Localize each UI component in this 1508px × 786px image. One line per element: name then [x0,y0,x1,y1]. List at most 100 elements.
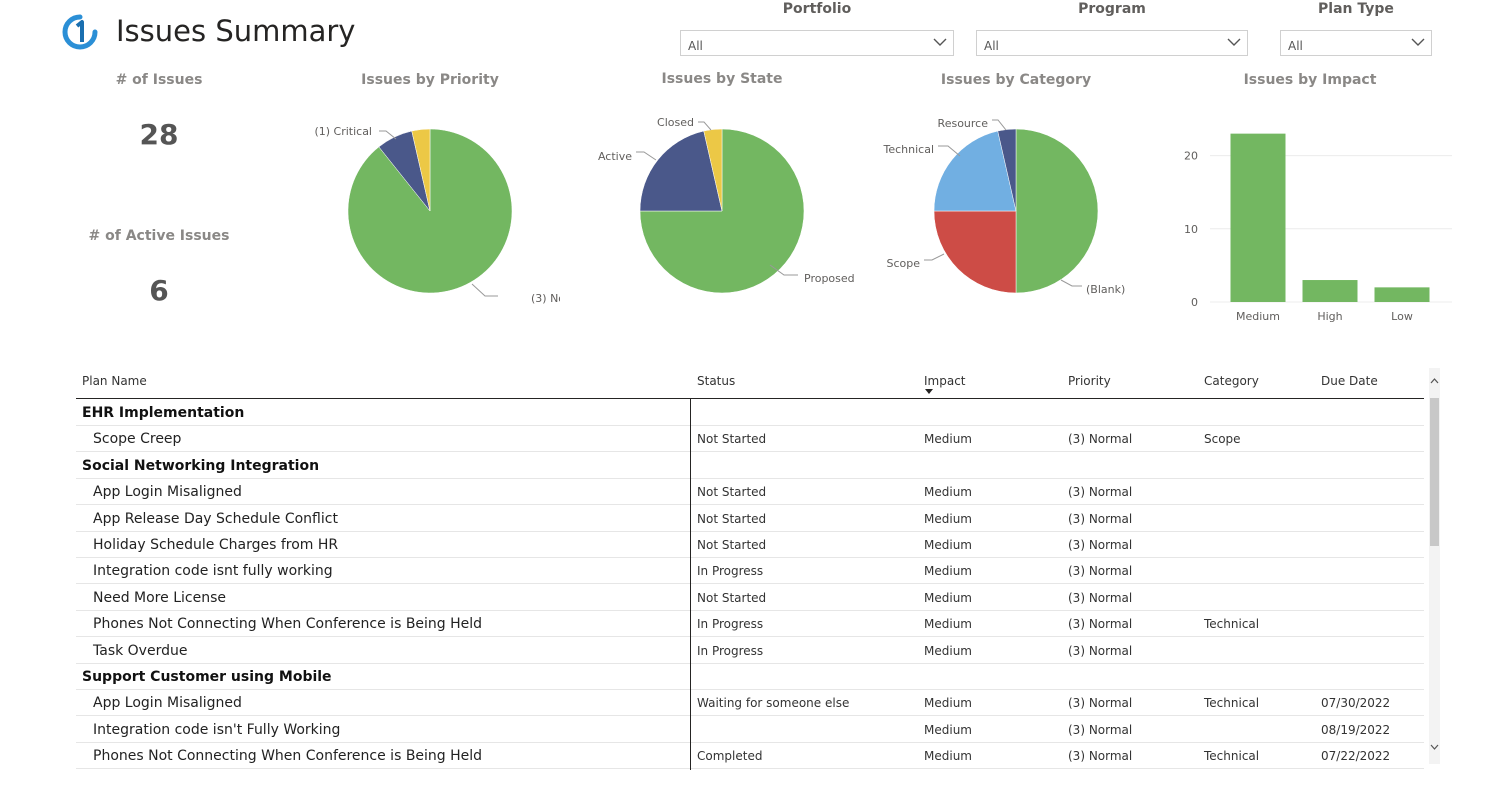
status-cell: Not Started [697,538,767,552]
table-row[interactable]: Scope Creep Not Started Medium (3) Normal Sc… [76,426,1424,453]
pie-slice[interactable] [639,130,723,212]
bar[interactable] [1302,280,1358,302]
pie-slice[interactable] [703,128,723,212]
priority-cell: (3) Normal [1068,564,1133,579]
plan-name-cell: Integration code isnt fully working [93,563,333,580]
plan-name-cell: App Login Misaligned [93,695,242,712]
table-row[interactable]: App Login Misaligned Waiting for someone … [76,690,1424,717]
leader-line [636,151,657,161]
table-group-row[interactable]: Support Customer using Mobile [76,664,1424,690]
category-cell: Scope [1204,432,1241,447]
col-header-priority[interactable]: Priority [1068,374,1111,388]
impact-cell: Medium [924,722,972,737]
priority-cell: (3) Normal [1068,617,1133,632]
impact-cell: Medium [924,617,972,632]
group-name: EHR Implementation [82,405,245,421]
category-pie-chart[interactable]: (Blank) Scope Technical Resource [876,100,1146,320]
program-dropdown[interactable]: All [976,30,1248,56]
leader-line [698,121,712,131]
pie-slice[interactable] [639,128,805,294]
due-cell: 07/22/2022 [1321,749,1391,764]
plan-name-cell: Scope Creep [93,431,182,448]
table-row[interactable]: Integration code isn't Fully Working Medi… [76,717,1424,743]
leader-line [1060,279,1082,287]
table-row[interactable]: App Release Day Schedule Conflict Not Sta… [76,506,1424,532]
slice-label: Resource [938,117,989,130]
pie-slice[interactable] [933,210,1017,294]
table-row[interactable]: Integration code isnt fully working In Pr… [76,558,1424,585]
table-row[interactable]: Phones Not Connecting When Conference is… [76,611,1424,638]
table-row[interactable]: Need More License Not Started Medium (3) No… [76,585,1424,611]
col-header-impact[interactable]: Impact [924,374,966,388]
col-header-category[interactable]: Category [1204,374,1259,388]
leader-line [938,145,961,157]
table-row[interactable]: App Login Misaligned Not Started Medium (3)… [76,479,1424,506]
col-header-due-date[interactable]: Due Date [1321,374,1378,388]
plan-type-filter-label: Plan Type [1318,1,1394,17]
sort-descending-icon [925,389,933,394]
impact-cell: Medium [924,564,972,579]
priority-cell: (3) Normal [1068,722,1133,737]
issues-table[interactable]: Plan Name Status Impact Priority Categor… [76,366,1424,770]
active-issues-value: 6 [149,274,169,307]
plan-type-dropdown[interactable]: All [1280,30,1432,56]
priority-pie-chart[interactable]: (3) Normal (1) Critical [300,100,560,320]
leader-line [924,253,945,261]
pie-slice[interactable] [411,128,431,212]
plan-name-cell: App Release Day Schedule Conflict [93,510,338,527]
scrollbar-thumb[interactable] [1430,398,1439,546]
priority-cell: (3) Normal [1068,511,1133,526]
col-header-status[interactable]: Status [697,374,736,388]
status-cell: In Progress [697,564,764,579]
state-pie-chart[interactable]: Proposed Active Closed [592,100,872,320]
bar[interactable] [1374,287,1430,302]
leader-line [992,119,1007,131]
chevron-down-icon [933,38,947,46]
portfolio-dropdown-value: All [688,39,703,53]
table-group-row[interactable]: EHR Implementation [76,400,1424,426]
program-dropdown-value: All [984,39,999,53]
page-title: Issues Summary [116,14,356,48]
category-cell: Technical [1204,617,1260,632]
plan-name-cell: Task Overdue [93,642,188,659]
scroll-up-icon[interactable] [1430,377,1439,384]
category-cell: Technical [1204,696,1260,711]
table-row[interactable]: Holiday Schedule Charges from HR Not Star… [76,532,1424,558]
priority-cell: (3) Normal [1068,643,1133,658]
table-row[interactable]: Task Overdue In Progress Medium (3) Normal [76,638,1424,664]
y-tick-label: 10 [1184,223,1198,236]
priority-cell: (3) Normal [1068,749,1133,764]
due-cell: 08/19/2022 [1321,722,1391,737]
status-cell: Waiting for someone else [697,696,850,711]
portfolio-dropdown[interactable]: All [680,30,954,56]
impact-chart-title: Issues by Impact [1243,72,1377,88]
bar[interactable] [1230,133,1286,302]
chevron-down-icon [1227,38,1241,46]
plan-name-cell: Holiday Schedule Charges from HR [93,537,339,553]
pie-slice[interactable] [933,130,1017,212]
impact-cell: Medium [924,485,972,500]
y-tick-label: 20 [1184,150,1198,163]
scroll-down-icon[interactable] [1430,744,1439,751]
table-scrollbar[interactable] [1429,368,1440,764]
slice-label: Technical [882,143,934,156]
table-group-row[interactable]: Social Networking Integration [76,453,1424,479]
pie-slice[interactable] [997,128,1017,212]
x-tick-label: High [1317,310,1342,323]
column-divider [690,399,691,770]
slice-label: Active [598,150,632,163]
status-cell: Not Started [697,511,767,526]
impact-cell: Medium [924,696,972,711]
impact-bar-chart[interactable]: 0 10 20 Medium High Low [1160,100,1460,330]
category-chart-title: Issues by Category [940,72,1092,88]
col-header-plan-name[interactable]: Plan Name [82,374,147,388]
status-cell: In Progress [697,643,764,658]
table-row[interactable]: Phones Not Connecting When Conference is… [76,743,1424,770]
program-filter-label: Program [1078,1,1146,17]
due-cell: 07/30/2022 [1321,696,1391,711]
pie-slice[interactable] [1015,128,1099,294]
status-cell: Not Started [697,590,767,605]
slice-label: Proposed [804,272,855,285]
y-tick-label: 0 [1191,296,1198,309]
slice-label: (1) Critical [314,125,372,138]
